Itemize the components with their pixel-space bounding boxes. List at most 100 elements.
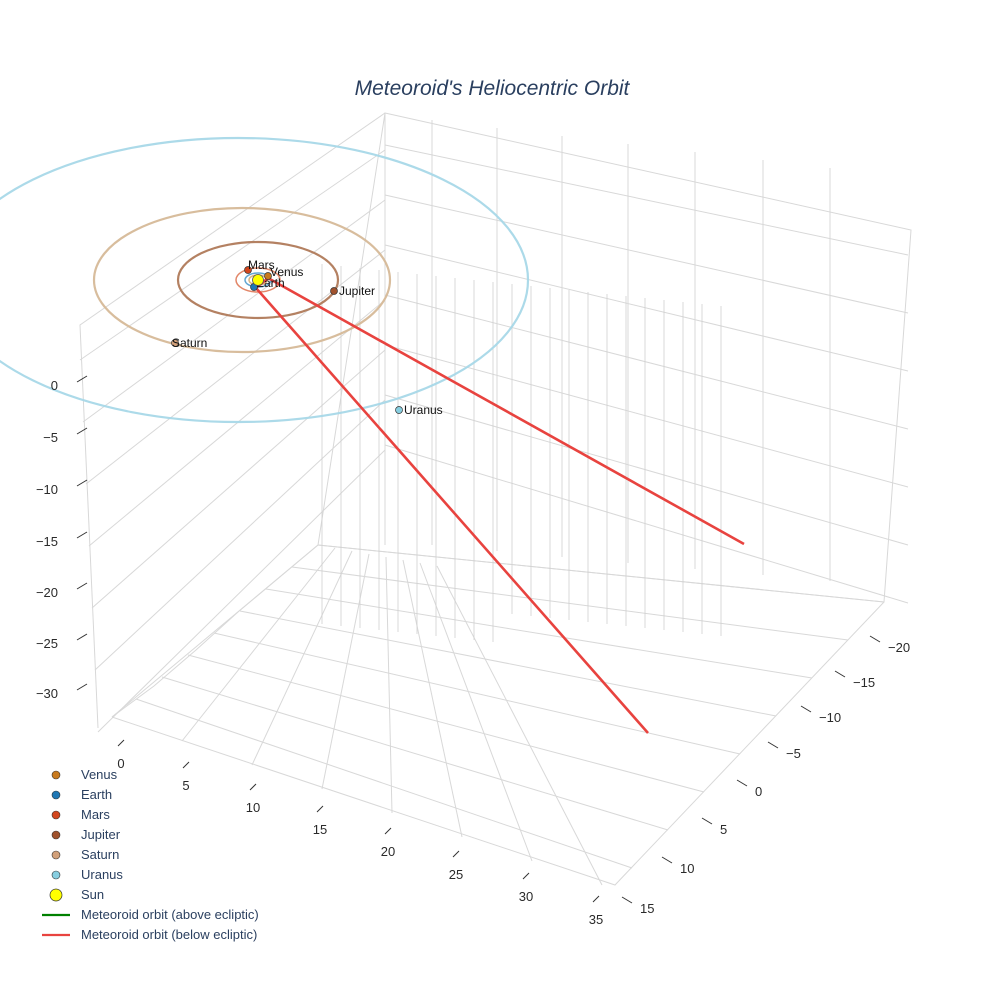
planet-label-mars: Mars	[248, 258, 275, 272]
y-tick-label: −10	[819, 710, 841, 725]
legend-label: Saturn	[81, 847, 119, 862]
z-tick-label: 0	[51, 378, 58, 393]
y-tick-mark	[736, 779, 748, 787]
z-tick-mark	[76, 427, 88, 435]
z-tick-label: −20	[36, 585, 58, 600]
planet-mars	[244, 266, 252, 274]
x-tick-label: 10	[246, 800, 260, 815]
y-tick-label: 10	[680, 861, 694, 876]
x-tick-mark	[452, 850, 460, 858]
planet-uranus	[395, 406, 403, 414]
planet-label-venus: Venus	[270, 265, 303, 279]
orbit-jupiter	[176, 240, 340, 320]
grid-floor-edge	[111, 601, 885, 886]
x-tick-label: 0	[117, 756, 124, 771]
grid-line	[384, 444, 909, 604]
x-tick-mark	[182, 761, 190, 769]
grid-back-wall	[317, 112, 912, 603]
z-tick-label: −15	[36, 534, 58, 549]
z-tick-mark	[76, 375, 88, 383]
legend-item-jupiter[interactable]: Jupiter	[51, 827, 121, 842]
z-tick-mark	[76, 683, 88, 691]
grid-line	[187, 654, 705, 793]
planet-label-jupiter: Jupiter	[339, 284, 375, 298]
grid-line	[384, 244, 909, 372]
y-tick-mark	[621, 896, 633, 904]
legend-marker	[51, 810, 61, 820]
x-tick-mark	[117, 739, 125, 747]
legend[interactable]: Venus Earth Mars Jupiter Saturn Uranus Sun Mete…	[42, 767, 259, 942]
x-tick-label: 20	[381, 844, 395, 859]
grid-line	[419, 562, 533, 862]
grid-lines	[79, 112, 912, 886]
grid-line	[321, 553, 370, 790]
grid-line	[251, 550, 353, 766]
x-tick-label: 35	[589, 912, 603, 927]
legend-label: Uranus	[81, 867, 123, 882]
axis-ticks: 0 −5 −10 −15 −20 −25 −30 0 5 10 15 20 25 30 35 −20 −15 −1…	[36, 375, 910, 927]
sun	[252, 274, 264, 286]
x-tick-label: 25	[449, 867, 463, 882]
x-tick-mark	[384, 827, 392, 835]
y-tick-mark	[869, 635, 881, 643]
grid-line	[384, 294, 909, 430]
legend-item-venus[interactable]: Venus	[51, 767, 118, 782]
chart-title: Meteoroid's Heliocentric Orbit	[355, 77, 631, 100]
grid-line	[291, 566, 849, 641]
planet-venus	[264, 272, 272, 280]
z-tick-mark	[76, 479, 88, 487]
legend-item-saturn[interactable]: Saturn	[51, 847, 119, 862]
x-tick-mark	[249, 783, 257, 791]
legend-item-earth[interactable]: Earth	[51, 787, 112, 802]
x-tick-mark	[522, 872, 530, 880]
legend-item-series-0[interactable]: Meteoroid orbit (above ecliptic)	[42, 907, 259, 922]
y-tick-mark	[701, 817, 713, 825]
legend-item-series-1[interactable]: Meteoroid orbit (below ecliptic)	[42, 927, 257, 942]
grid-line	[436, 565, 603, 886]
z-tick-mark	[76, 531, 88, 539]
z-tick-label: −30	[36, 686, 58, 701]
legend-marker	[49, 888, 63, 902]
grid-line	[94, 399, 386, 671]
grid-line	[135, 698, 633, 869]
legend-marker	[51, 830, 61, 840]
grid-line	[79, 149, 386, 361]
legend-item-sun[interactable]: Sun	[49, 887, 104, 902]
legend-marker	[51, 790, 61, 800]
grid-line	[385, 556, 393, 814]
planet-label-saturn: Saturn	[172, 336, 207, 350]
y-tick-label: 15	[640, 901, 654, 916]
x-tick-label: 15	[313, 822, 327, 837]
legend-item-uranus[interactable]: Uranus	[51, 867, 123, 882]
grid-line	[161, 676, 669, 831]
y-tick-label: −15	[853, 675, 875, 690]
planet-label-uranus: Uranus	[404, 403, 443, 417]
legend-marker	[51, 770, 61, 780]
grid-line	[317, 544, 885, 603]
legend-label: Meteoroid orbit (below ecliptic)	[81, 927, 257, 942]
y-tick-label: −20	[888, 640, 910, 655]
y-tick-label: 0	[755, 784, 762, 799]
legend-item-mars[interactable]: Mars	[51, 807, 110, 822]
grid-line	[384, 194, 909, 314]
legend-marker	[51, 850, 61, 860]
grid-line	[181, 547, 336, 742]
grid-line	[97, 449, 386, 733]
orbit-uranus	[0, 136, 530, 424]
grid-line	[82, 199, 386, 423]
z-tick-label: −25	[36, 636, 58, 651]
grid-line	[402, 559, 463, 838]
y-tick-label: 5	[720, 822, 727, 837]
x-tick-mark	[316, 805, 324, 813]
z-tick-label: −5	[43, 430, 58, 445]
x-tick-label: 5	[182, 778, 189, 793]
legend-label: Earth	[81, 787, 112, 802]
legend-label: Venus	[81, 767, 118, 782]
grid-line	[213, 632, 741, 755]
drop-lines	[321, 264, 722, 642]
z-tick-mark	[76, 582, 88, 590]
legend-label: Mars	[81, 807, 110, 822]
planet-saturn	[171, 339, 179, 347]
